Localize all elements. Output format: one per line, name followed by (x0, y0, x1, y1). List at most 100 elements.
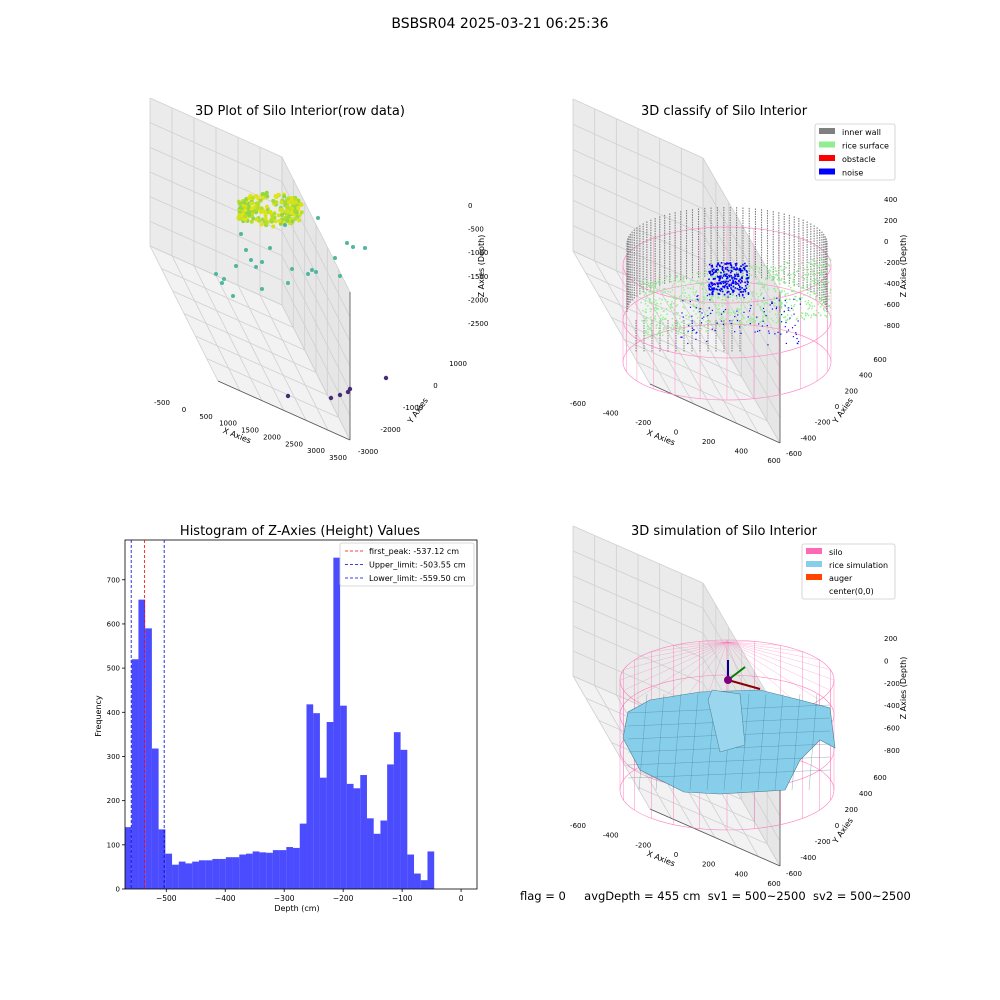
y-tick-label: 0 (835, 822, 839, 830)
rice-surface-point (755, 278, 757, 280)
histogram-bar (185, 863, 193, 889)
rice-surface-point (697, 311, 699, 313)
rice-surface-point (670, 307, 672, 309)
rice-surface-point (652, 333, 655, 335)
rice-surface-point (664, 299, 667, 301)
rice-surface-point (792, 290, 794, 293)
rice-surface-point (642, 309, 644, 312)
rice-surface-point (778, 302, 780, 304)
noise-point (721, 277, 724, 279)
surface-mesh (627, 769, 831, 779)
rice-surface-point (676, 304, 679, 306)
rice-surface-point (779, 299, 781, 301)
noise-point (728, 290, 730, 293)
rice-surface-point (700, 328, 703, 330)
point-cloud-dot (271, 198, 276, 203)
rice-surface-point (718, 308, 720, 310)
x-tick-label: -600 (570, 400, 586, 408)
rice-surface-point (644, 300, 647, 302)
rice-surface-point (803, 318, 805, 320)
z-tick-label: 0 (468, 202, 472, 210)
rice-surface-point (829, 292, 831, 294)
rice-surface-point (815, 279, 818, 281)
noise-point (709, 285, 712, 288)
rice-surface-point (770, 317, 773, 320)
x-tick-label: 2000 (263, 433, 281, 441)
grid-line (572, 525, 704, 584)
rice-surface-point (669, 291, 672, 293)
rice-surface-point (755, 293, 758, 295)
rice-surface-point (687, 287, 689, 289)
noise-point (713, 271, 715, 274)
rice-surface-point (661, 318, 664, 321)
rice-surface-point (641, 319, 643, 322)
noise-point (799, 298, 801, 300)
noise-point (719, 276, 722, 278)
noise-point (719, 290, 722, 292)
rice-surface-point (779, 303, 782, 306)
rice-surface-point (734, 280, 736, 283)
histogram-bar (400, 749, 408, 889)
rice-surface-point (792, 281, 794, 283)
rice-surface-point (812, 259, 814, 261)
rice-surface-point (711, 296, 713, 298)
point-cloud-dot (328, 395, 334, 401)
rice-surface-point (780, 269, 782, 272)
rice-surface-point (643, 321, 645, 324)
noise-point (711, 293, 713, 296)
rice-surface-point (724, 324, 726, 326)
rice-surface-point (735, 274, 737, 276)
rice-surface-point (709, 270, 711, 272)
point-cloud-dot (239, 232, 243, 236)
rice-surface-point (801, 286, 803, 289)
noise-point (697, 295, 699, 297)
rice-surface-point (783, 290, 786, 292)
rice-surface-point (828, 264, 830, 266)
rice-surface-point (784, 282, 787, 284)
rice-surface-point (820, 300, 822, 302)
rice-surface-point (746, 321, 748, 323)
rice-surface-point (689, 323, 691, 325)
rice-surface-point (740, 312, 742, 315)
z-axis-label: Z Axies (Depth) (477, 235, 486, 298)
histogram-bar (387, 764, 394, 889)
rice-surface-point (679, 326, 681, 328)
rice-surface-point (826, 312, 829, 314)
rice-surface-point (663, 329, 665, 331)
x-tick-label: 3000 (307, 447, 325, 455)
noise-point (738, 284, 740, 287)
y-tick-label: 0 (835, 403, 839, 411)
y-tick-label: -600 (786, 870, 802, 878)
noise-point (716, 288, 719, 291)
noise-point (722, 323, 724, 326)
rice-surface-point (682, 280, 684, 282)
noise-point (746, 283, 749, 286)
noise-point (709, 272, 711, 274)
rice-surface-point (788, 310, 791, 312)
rice-surface-point (696, 304, 698, 306)
rice-surface-point (746, 302, 749, 304)
rice-surface-point (649, 286, 651, 288)
rice-surface-point (750, 298, 752, 301)
rice-surface-point (821, 304, 823, 306)
point-cloud-dot (251, 216, 256, 221)
x-axis-label: Depth (cm) (274, 904, 319, 913)
rice-surface-point (779, 302, 781, 304)
y-tick-label: -600 (786, 450, 802, 458)
silo-wire (673, 641, 728, 646)
rice-surface-point (827, 281, 830, 284)
rice-surface-point (779, 265, 781, 268)
rice-surface-point (766, 268, 768, 271)
point-cloud-dot (242, 214, 247, 219)
noise-point (732, 289, 735, 292)
rice-surface-point (754, 319, 757, 322)
rice-surface-point (718, 311, 720, 314)
rice-surface-point (792, 272, 795, 275)
z-tick-label: -1000 (468, 249, 488, 257)
noise-point (691, 320, 693, 322)
x-tick-label: 600 (767, 880, 780, 888)
rice-surface-point (779, 283, 781, 285)
rice-surface-point (661, 331, 663, 334)
rice-surface-point (753, 316, 755, 318)
rice-surface-point (758, 267, 760, 269)
